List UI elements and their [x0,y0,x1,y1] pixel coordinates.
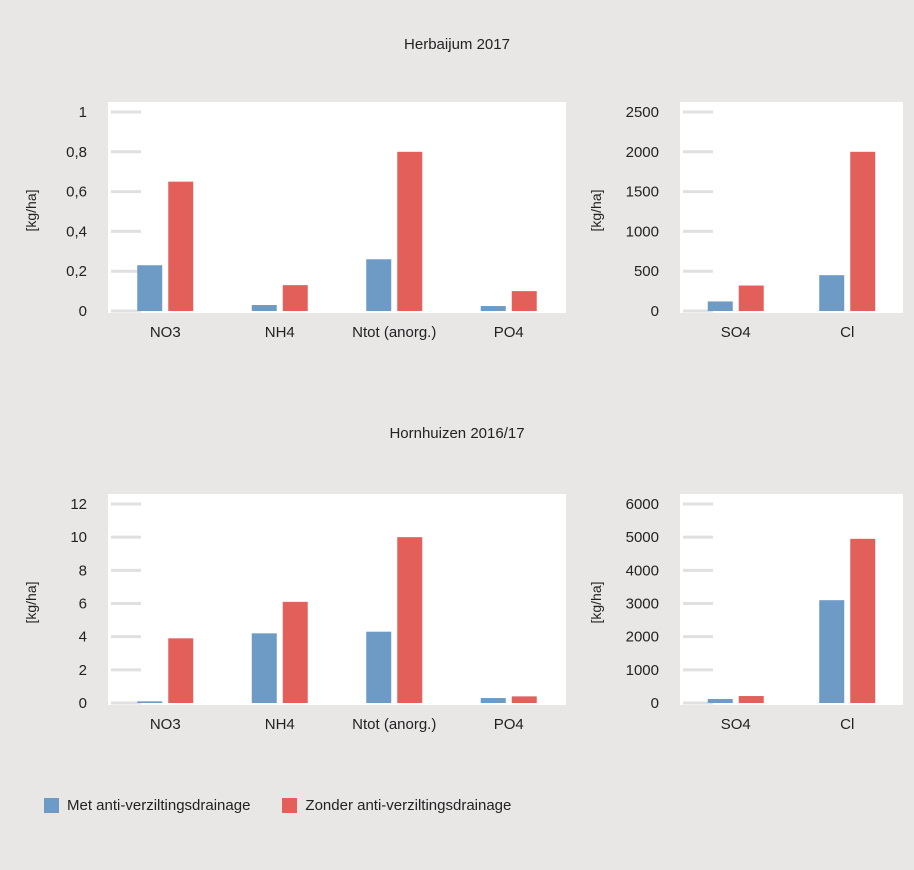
y-tick-label: 4 [79,629,87,646]
y-axis-label: [kg/ha] [588,189,604,231]
y-axis-label: [kg/ha] [23,581,39,623]
y-tick-label: 2 [79,662,87,679]
x-tick-label: NO3 [150,324,181,341]
y-tick-label: 1500 [626,184,659,201]
bar-zonder [850,538,876,703]
x-tick-label: Cl [840,324,854,341]
bar-met [480,698,506,703]
y-tick-label: 4000 [626,562,659,579]
x-tick-label: PO4 [494,324,524,341]
y-tick-label: 2500 [626,104,659,121]
bar-zonder [397,537,423,703]
y-tick-label: 12 [70,496,87,513]
chart-hornhuizen-salts: 0 1000 2000 3000 4000 5000 6000 [kg/ha] SO4 Cl [588,494,903,733]
bar-zonder [168,638,194,703]
bar-zonder [511,696,537,703]
y-tick-label: 3000 [626,596,659,613]
y-axis-label: [kg/ha] [588,581,604,623]
bar-met [137,265,163,311]
bar-zonder [168,181,194,311]
y-tick-label: 1000 [626,662,659,679]
y-tick-label: 2000 [626,144,659,161]
y-tick-label: 0 [79,695,87,712]
y-tick-label: 0,4 [66,223,87,240]
bar-zonder [738,285,764,311]
x-tick-label: Ntot (anorg.) [352,324,436,341]
legend-label-met: Met anti-verziltingsdrainage [67,796,251,814]
bar-zonder [850,151,876,311]
bar-met [480,306,506,311]
y-tick-label: 0,2 [66,263,87,280]
y-tick-label: 0 [79,303,87,320]
y-tick-label: 0 [651,303,659,320]
x-tick-label: Ntot (anorg.) [352,716,436,733]
bar-met [251,633,277,703]
legend-item-met: Met anti-verziltingsdrainage [44,797,250,814]
x-tick-label: NO3 [150,716,181,733]
y-tick-label: 0,6 [66,184,87,201]
bar-zonder [397,151,423,311]
bar-met [707,301,733,311]
y-tick-label: 2000 [626,629,659,646]
chart-hornhuizen-nutrients: 0 2 4 6 8 10 12 [kg/ha] NO3 NH4 Ntot (anorg.) PO4 [23,494,566,733]
bar-met [707,699,733,703]
bar-zonder [282,285,308,311]
bar-zonder [738,696,764,703]
x-tick-label: PO4 [494,716,524,733]
chart-herbaijum-salts: 0 500 1000 1500 2000 2500 [kg/ha] SO4 Cl [588,102,903,341]
x-tick-label: SO4 [721,324,751,341]
y-tick-label: 0,8 [66,144,87,161]
x-tick-label: SO4 [721,716,751,733]
bar-met [251,305,277,311]
legend-label-zonder: Zonder anti-verziltingsdrainage [305,796,512,814]
bar-met [366,259,392,311]
y-tick-label: 6000 [626,496,659,513]
legend-swatch-met [44,797,59,813]
y-tick-label: 5000 [626,529,659,546]
x-tick-label: NH4 [265,716,295,733]
y-axis-label: [kg/ha] [23,189,39,231]
section-title-hornhuizen: Hornhuizen 2016/17 [389,425,525,442]
y-tick-label: 1000 [626,223,659,240]
legend: Met anti-verziltingsdrainage Zonder anti… [44,795,543,815]
y-tick-label: 0 [651,695,659,712]
legend-item-zonder: Zonder anti-verziltingsdrainage [282,797,511,814]
bar-met [366,631,392,703]
y-tick-label: 500 [634,263,659,280]
section-title-herbaijum: Herbaijum 2017 [404,36,510,53]
y-tick-label: 6 [79,596,87,613]
legend-swatch-zonder [282,797,298,813]
x-tick-label: NH4 [265,324,295,341]
y-tick-label: 10 [70,529,87,546]
bar-zonder [282,601,308,703]
bar-met [819,275,845,311]
chart-herbaijum-nutrients: 0 0,2 0,4 0,6 0,8 1 [kg/ha] NO3 NH4 Ntot (anorg.)… [23,102,566,341]
y-tick-label: 1 [79,104,87,121]
bar-met [819,600,845,703]
x-tick-label: Cl [840,716,854,733]
bar-met [137,701,163,703]
bar-zonder [511,291,537,311]
y-tick-label: 8 [79,562,87,579]
